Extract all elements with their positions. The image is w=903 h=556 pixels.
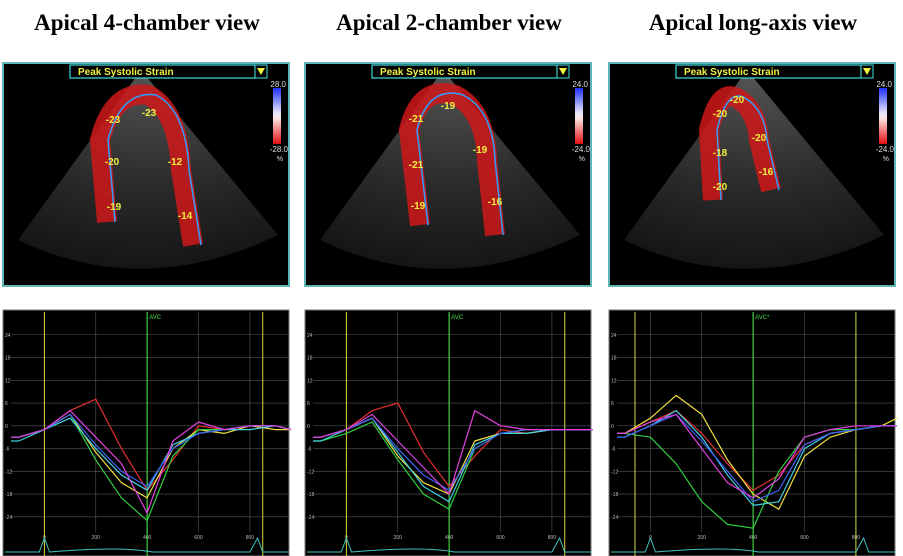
avc-label: AVC (149, 315, 162, 321)
color-scale (575, 88, 583, 144)
x-tick-label: 200 (92, 535, 101, 541)
y-tick-label: -24 (5, 515, 12, 521)
scale-unit: % (277, 156, 283, 163)
segment-strain: -19 (441, 101, 456, 112)
x-tick-label: 200 (698, 535, 707, 541)
y-tick-label: -6 (611, 447, 616, 453)
segment-strain: -19 (107, 202, 122, 213)
scale-unit: % (579, 156, 585, 163)
y-tick-label: 12 (611, 378, 617, 384)
scale-max: 24.0 (876, 80, 892, 89)
view-title: Apical 2-chamber view (336, 10, 562, 35)
avc-label: AVC* (755, 315, 770, 321)
view-title: Apical long-axis view (649, 10, 858, 35)
y-tick-label: 0 (307, 424, 310, 430)
x-tick-label: 800 (246, 535, 255, 541)
segment-strain: -19 (473, 145, 488, 156)
segment-strain: -20 (713, 109, 728, 120)
segment-strain: -20 (105, 157, 120, 168)
segment-strain: -12 (168, 157, 183, 168)
segment-strain: -16 (759, 167, 774, 178)
scale-min: -28.0 (270, 145, 289, 154)
y-tick-label: -24 (611, 515, 618, 521)
segment-strain: -20 (730, 95, 745, 106)
overlay-label: Peak Systolic Strain (78, 67, 174, 78)
curve-panel (609, 310, 895, 556)
y-tick-label: 24 (5, 333, 11, 339)
segment-strain: -14 (178, 211, 193, 222)
y-tick-label: 12 (307, 378, 313, 384)
y-tick-label: 24 (307, 333, 313, 339)
y-tick-label: 0 (611, 424, 614, 430)
y-tick-label: -12 (307, 469, 314, 475)
color-scale (879, 88, 887, 144)
segment-strain: -21 (409, 114, 424, 125)
x-tick-label: 200 (394, 535, 403, 541)
y-tick-label: 12 (5, 378, 11, 384)
y-tick-label: -24 (307, 515, 314, 521)
y-tick-label: 18 (307, 356, 313, 362)
segment-strain: -21 (409, 160, 424, 171)
y-tick-label: -12 (5, 469, 12, 475)
segment-strain: -20 (752, 133, 767, 144)
y-tick-label: 6 (307, 401, 310, 407)
overlay-label: Peak Systolic Strain (380, 67, 476, 78)
y-tick-label: -18 (5, 492, 12, 498)
y-tick-label: 6 (5, 401, 8, 407)
overlay-label: Peak Systolic Strain (684, 67, 780, 78)
x-tick-label: 600 (496, 535, 505, 541)
avc-label: AVC (451, 315, 464, 321)
figure: Apical 4-chamber view Peak Systolic Strai… (0, 0, 903, 556)
segment-strain: -16 (488, 197, 503, 208)
segment-strain: -23 (142, 108, 157, 119)
scale-min: -24.0 (572, 145, 591, 154)
segment-strain: -23 (106, 115, 121, 126)
y-tick-label: 24 (611, 333, 617, 339)
y-tick-label: -18 (307, 492, 314, 498)
y-tick-label: -12 (611, 469, 618, 475)
y-tick-label: 18 (5, 356, 11, 362)
scale-max: 24.0 (572, 80, 588, 89)
x-tick-label: 600 (194, 535, 203, 541)
x-tick-label: 600 (800, 535, 809, 541)
view-title: Apical 4-chamber view (34, 10, 260, 35)
y-tick-label: 0 (5, 424, 8, 430)
scale-max: 28.0 (270, 80, 286, 89)
y-tick-label: -18 (611, 492, 618, 498)
segment-strain: -18 (713, 148, 728, 159)
segment-strain: -19 (411, 201, 426, 212)
scale-unit: % (883, 156, 889, 163)
segment-strain: -20 (713, 182, 728, 193)
x-tick-label: 800 (548, 535, 557, 541)
y-tick-label: -6 (5, 447, 10, 453)
color-scale (273, 88, 281, 144)
scale-min: -24.0 (876, 145, 895, 154)
y-tick-label: 18 (611, 356, 617, 362)
y-tick-label: 6 (611, 401, 614, 407)
y-tick-label: -6 (307, 447, 312, 453)
